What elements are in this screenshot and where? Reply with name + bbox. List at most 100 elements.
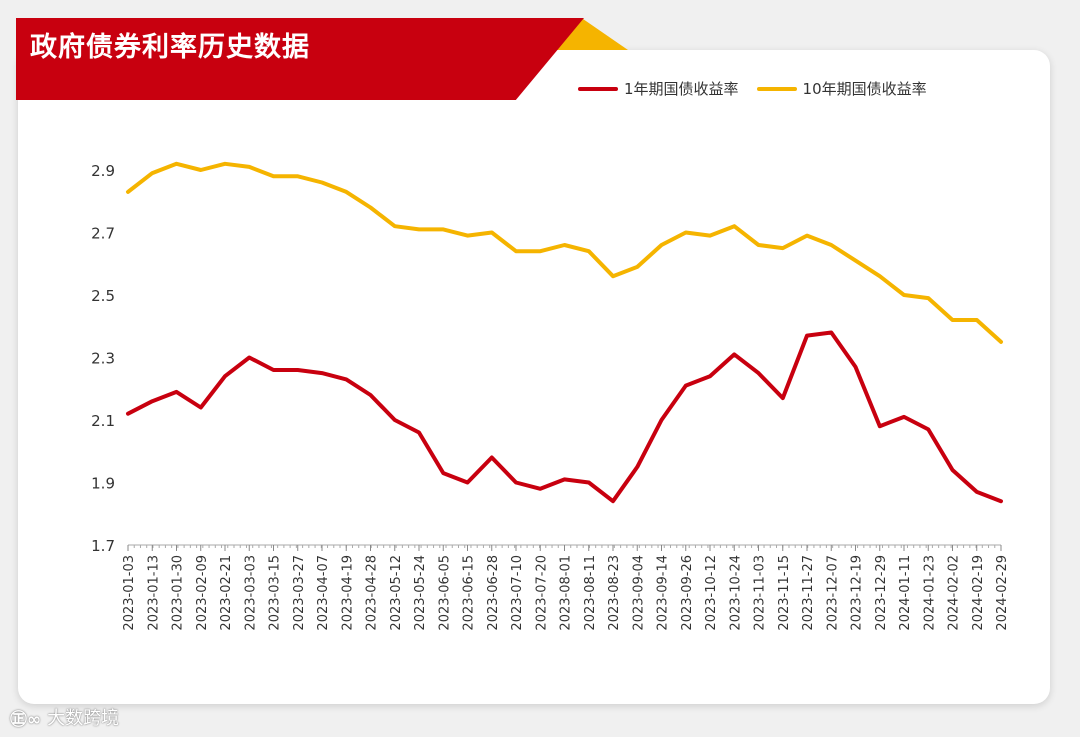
data-point-1y [587,480,591,485]
data-point-1y [150,399,154,403]
data-point-10y [587,249,591,253]
data-point-1y [975,490,979,494]
data-point-10y [223,162,227,166]
x-tick-label-24: 2023-10-12 [704,555,719,631]
data-point-1y [320,371,324,375]
data-point-10y [611,274,615,278]
series-line-10y [126,161,1003,344]
x-tick-label-11: 2023-05-12 [389,555,404,631]
x-tick-label-18: 2023-08-01 [559,555,574,631]
y-tick-label-3: 2.3 [91,350,115,368]
data-point-10y [490,230,494,235]
x-tick-label-6: 2023-03-15 [268,555,283,631]
data-point-1y [174,390,179,394]
data-point-10y [684,230,688,235]
data-point-10y [635,265,639,269]
legend-swatch-10y [756,86,797,91]
data-point-1y [223,374,227,378]
data-point-10y [344,190,348,194]
chart-title: 政府债券利率历史数据 [30,32,310,63]
x-tick-label-36: 2024-02-29 [995,555,1010,631]
data-point-1y [393,418,397,422]
x-tick-label-21: 2023-09-04 [631,555,646,631]
data-point-10y [247,165,251,169]
legend-label-1y: 1年期国债收益率 [624,80,739,98]
watermark-text: 大数跨境 [47,708,120,729]
data-point-10y [950,318,955,322]
data-point-10y [902,293,906,297]
data-point-1y [950,468,955,472]
x-tick-label-30: 2023-12-19 [850,555,865,631]
x-tick-label-5: 2023-03-03 [243,555,258,631]
legend-item-1y: 1年期国债收益率 [578,78,739,99]
data-point-1y [659,418,664,422]
data-point-1y [538,487,542,491]
chart-card [18,50,1050,704]
x-tick-label-27: 2023-11-15 [777,555,792,631]
x-tick-label-13: 2023-06-05 [437,555,452,631]
data-point-1y [441,471,445,475]
data-point-1y [465,480,470,485]
x-tick-label-20: 2023-08-23 [607,555,622,631]
data-point-1y [853,365,858,369]
x-tick-label-7: 2023-03-27 [292,555,307,631]
data-point-10y [368,205,373,210]
y-tick-label-6: 1.7 [91,537,115,555]
data-point-10y [126,190,130,194]
data-point-10y [150,171,154,175]
x-tick-label-15: 2023-06-28 [486,555,501,631]
y-tick-label-5: 1.9 [91,475,115,493]
x-tick-label-16: 2023-07-10 [510,555,525,631]
watermark-logo-icon: ㊣∞ [10,709,42,730]
data-point-10y [417,227,421,231]
data-point-1y [732,352,736,356]
y-tick-label-4: 2.1 [91,412,115,430]
data-point-10y [441,227,445,231]
data-point-1y [247,355,251,360]
x-tick-label-33: 2024-01-23 [922,555,937,631]
data-point-1y [829,330,833,335]
x-tick-label-3: 2023-02-09 [195,555,210,631]
data-point-1y [684,384,688,388]
legend-label-10y: 10年期国债收益率 [802,80,927,98]
data-point-1y [126,412,130,416]
x-tick-label-4: 2023-02-21 [219,555,234,631]
data-point-10y [926,296,930,300]
data-point-1y [756,371,761,375]
x-tick-label-0: 2023-01-03 [122,555,137,631]
y-tick-label-1: 2.7 [91,225,115,243]
data-point-10y [878,274,882,278]
data-point-1y [611,499,615,503]
data-point-1y [926,427,930,431]
x-tick-label-35: 2024-02-19 [971,555,986,631]
data-point-10y [853,259,858,263]
legend-swatch-1y [578,86,618,91]
data-point-1y [296,368,300,372]
x-tick-label-31: 2023-12-29 [874,555,889,631]
x-tick-label-28: 2023-11-27 [801,555,816,631]
data-point-10y [708,234,712,238]
data-point-10y [296,174,300,178]
data-point-1y [368,393,373,397]
data-point-10y [271,174,276,178]
data-point-1y [708,374,712,378]
x-tick-label-8: 2023-04-07 [316,555,331,631]
x-tick-label-29: 2023-12-07 [825,555,840,631]
series-line-1y [126,330,1003,504]
data-point-1y [805,334,809,338]
data-point-10y [320,180,324,185]
data-point-10y [514,249,518,253]
x-tick-label-25: 2023-10-24 [728,555,743,631]
title-banner [16,18,584,100]
x-tick-label-26: 2023-11-03 [753,555,768,631]
x-tick-label-22: 2023-09-14 [656,555,671,631]
data-point-1y [417,430,421,435]
x-tick-label-2: 2023-01-30 [171,555,186,631]
data-point-1y [199,405,203,410]
data-point-10y [562,243,567,247]
data-point-1y [562,477,567,481]
data-point-10y [975,318,979,322]
x-tick-label-32: 2024-01-11 [898,555,913,631]
x-tick-label-10: 2023-04-28 [365,555,380,631]
